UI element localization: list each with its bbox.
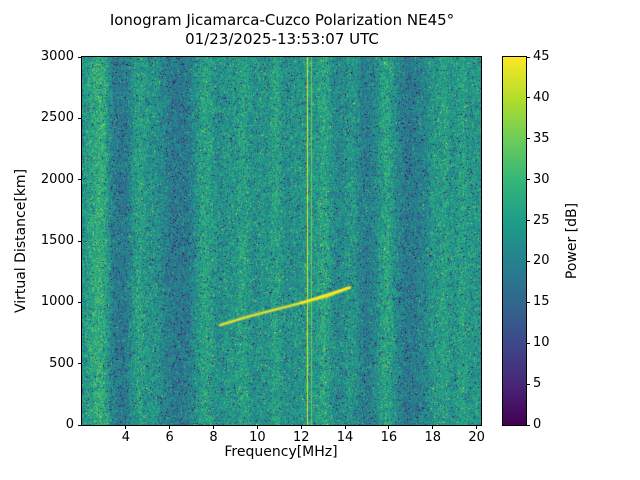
y-tick-mark: [78, 363, 82, 365]
x-tick-label: 6: [165, 430, 174, 445]
colorbar-tick-mark: [526, 138, 530, 140]
colorbar-tick-mark: [526, 424, 530, 426]
colorbar-tick-label: 10: [533, 335, 550, 351]
y-tick-label: 1000: [40, 294, 74, 310]
x-tick-mark: [213, 425, 215, 429]
x-tick-label: 12: [292, 430, 310, 445]
colorbar-tick-mark: [526, 301, 530, 303]
y-tick-mark: [78, 240, 82, 242]
colorbar-tick-label: 40: [533, 89, 550, 105]
x-tick-mark: [388, 425, 390, 429]
x-tick-mark: [125, 425, 127, 429]
x-tick-mark: [432, 425, 434, 429]
x-tick-label: 8: [209, 430, 218, 445]
y-tick-mark: [78, 301, 82, 303]
x-tick-mark: [476, 425, 478, 429]
colorbar-tick-label: 15: [533, 294, 550, 310]
x-tick-label: 18: [424, 430, 442, 445]
y-tick-label: 500: [49, 355, 74, 371]
colorbar-tick-label: 35: [533, 130, 550, 146]
chart-title: Ionogram Jicamarca-Cuzco Polarization NE…: [82, 11, 482, 49]
x-tick-mark: [169, 425, 171, 429]
y-tick-label: 3000: [40, 49, 74, 64]
colorbar-label: Power [dB]: [564, 202, 580, 280]
colorbar-tick-label: 0: [533, 417, 542, 432]
x-tick-label: 14: [336, 430, 354, 445]
x-tick-label: 16: [380, 430, 398, 445]
x-tick-label: 4: [121, 430, 130, 445]
y-tick-label: 0: [65, 417, 74, 432]
y-axis-label: Virtual Distance[km]: [13, 168, 29, 314]
x-tick-label: 10: [249, 430, 266, 445]
colorbar-tick-label: 5: [533, 376, 542, 392]
colorbar-gradient: [503, 57, 526, 425]
colorbar-tick-label: 45: [533, 49, 550, 64]
y-tick-mark: [78, 117, 82, 119]
y-tick-mark: [78, 179, 82, 181]
y-tick-mark: [78, 424, 82, 426]
colorbar-tick-mark: [526, 342, 530, 344]
chart-title-line2: 01/23/2025-13:53:07 UTC: [185, 30, 379, 48]
heatmap-canvas: [82, 57, 481, 425]
x-axis-label: Frequency[MHz]: [224, 444, 338, 460]
colorbar-tick-mark: [526, 97, 530, 99]
x-tick-mark: [256, 425, 258, 429]
x-tick-label: 20: [468, 430, 485, 445]
colorbar-tick-mark: [526, 260, 530, 262]
colorbar-tick-label: 25: [533, 212, 550, 228]
colorbar-tick-mark: [526, 56, 530, 58]
colorbar-tick-mark: [526, 179, 530, 181]
y-tick-mark: [78, 56, 82, 58]
x-tick-mark: [300, 425, 302, 429]
colorbar-tick-mark: [526, 220, 530, 222]
y-tick-label: 2500: [40, 110, 74, 126]
chart-title-line1: Ionogram Jicamarca-Cuzco Polarization NE…: [109, 11, 455, 29]
colorbar-tick-label: 30: [533, 171, 550, 187]
colorbar-tick-mark: [526, 383, 530, 385]
colorbar-tick-label: 20: [533, 253, 550, 269]
x-tick-mark: [344, 425, 346, 429]
y-tick-label: 2000: [40, 171, 74, 187]
y-tick-label: 1500: [40, 233, 74, 248]
